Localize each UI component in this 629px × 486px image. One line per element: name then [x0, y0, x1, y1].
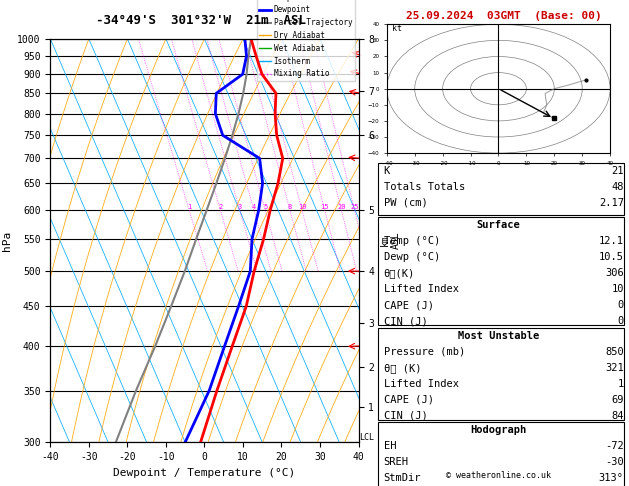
Text: 850: 850: [605, 347, 624, 357]
Text: 10: 10: [611, 284, 624, 295]
Text: θᴇ(K): θᴇ(K): [384, 268, 415, 278]
Text: 8: 8: [287, 204, 292, 210]
Text: 4: 4: [252, 204, 256, 210]
Text: Hodograph: Hodograph: [470, 425, 526, 435]
Text: 5: 5: [263, 204, 267, 210]
Text: 12.1: 12.1: [599, 236, 624, 246]
Text: Totals Totals: Totals Totals: [384, 182, 465, 192]
Text: StmDir: StmDir: [384, 473, 421, 484]
Bar: [379, 328, 624, 420]
Text: Most Unstable: Most Unstable: [458, 330, 539, 341]
Text: LCL: LCL: [359, 433, 374, 442]
Text: 20: 20: [337, 204, 345, 210]
Text: 69: 69: [611, 395, 624, 405]
Bar: [379, 422, 624, 486]
Text: Pressure (mb): Pressure (mb): [384, 347, 465, 357]
Text: 1: 1: [618, 379, 624, 389]
Text: 25: 25: [350, 204, 359, 210]
Bar: [379, 217, 624, 326]
Text: CIN (J): CIN (J): [384, 316, 427, 327]
Text: 2.17: 2.17: [599, 198, 624, 208]
Text: 2: 2: [218, 204, 223, 210]
Text: 10.5: 10.5: [599, 252, 624, 262]
Text: Lifted Index: Lifted Index: [384, 284, 459, 295]
Text: 21: 21: [611, 166, 624, 176]
Text: -72: -72: [605, 441, 624, 451]
Text: -30: -30: [605, 457, 624, 468]
Text: K: K: [384, 166, 390, 176]
Text: CAPE (J): CAPE (J): [384, 300, 433, 311]
Legend: Temperature, Dewpoint, Parcel Trajectory, Dry Adiabat, Wet Adiabat, Isotherm, Mi: Temperature, Dewpoint, Parcel Trajectory…: [257, 0, 355, 81]
Text: EH: EH: [384, 441, 396, 451]
Text: Temp (°C): Temp (°C): [384, 236, 440, 246]
Y-axis label: hPa: hPa: [1, 230, 11, 251]
Text: Surface: Surface: [477, 220, 520, 230]
Text: PW (cm): PW (cm): [384, 198, 427, 208]
Text: CAPE (J): CAPE (J): [384, 395, 433, 405]
Text: Dewp (°C): Dewp (°C): [384, 252, 440, 262]
Y-axis label: km
ASL: km ASL: [380, 232, 401, 249]
Text: 0: 0: [618, 316, 624, 327]
Text: kt: kt: [392, 24, 403, 33]
Text: 0: 0: [618, 300, 624, 311]
Text: © weatheronline.co.uk: © weatheronline.co.uk: [446, 471, 551, 480]
Text: 3: 3: [238, 204, 242, 210]
Text: SREH: SREH: [384, 457, 409, 468]
Bar: [379, 163, 624, 215]
Text: Lifted Index: Lifted Index: [384, 379, 459, 389]
X-axis label: Dewpoint / Temperature (°C): Dewpoint / Temperature (°C): [113, 468, 296, 478]
Text: 313°: 313°: [599, 473, 624, 484]
Text: CIN (J): CIN (J): [384, 411, 427, 421]
Text: 321: 321: [605, 363, 624, 373]
Text: -34°49'S  301°32'W  21m  ASL: -34°49'S 301°32'W 21m ASL: [96, 14, 306, 27]
Text: θᴇ (K): θᴇ (K): [384, 363, 421, 373]
Text: 1: 1: [187, 204, 191, 210]
Text: 306: 306: [605, 268, 624, 278]
Text: 25.09.2024  03GMT  (Base: 00): 25.09.2024 03GMT (Base: 00): [406, 11, 601, 21]
Text: 84: 84: [611, 411, 624, 421]
Text: 15: 15: [320, 204, 329, 210]
Text: 48: 48: [611, 182, 624, 192]
Text: 10: 10: [298, 204, 306, 210]
